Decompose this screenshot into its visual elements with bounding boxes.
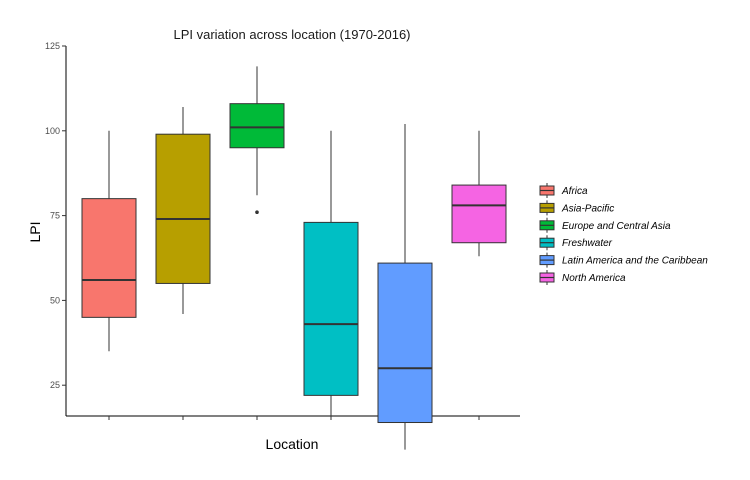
legend-item: Latin America and the Caribbean — [539, 252, 708, 268]
legend: Africa Asia-Pacific Europe and Central Asi… — [539, 183, 708, 285]
x-axis-title: Location — [266, 436, 319, 452]
box-iqr — [451, 184, 507, 244]
legend-label: Europe and Central Asia — [562, 221, 671, 232]
legend-item: Africa — [539, 183, 588, 198]
legend-label: Asia-Pacific — [561, 203, 614, 214]
box-freshwater — [303, 130, 359, 420]
chart-title: LPI variation across location (1970-2016… — [173, 27, 410, 42]
legend-label: Africa — [561, 186, 588, 197]
y-tick-label: 100 — [45, 126, 60, 136]
y-axis-title: LPI — [27, 221, 43, 242]
outlier-point — [255, 210, 259, 215]
y-tick-label: 75 — [50, 211, 60, 221]
box-africa — [81, 130, 137, 352]
box-latin-america-and-the-caribbean — [377, 124, 433, 450]
legend-item: Freshwater — [539, 235, 613, 251]
legend-item: Europe and Central Asia — [539, 217, 671, 233]
box-iqr — [81, 198, 137, 318]
legend-label: Freshwater — [562, 238, 613, 249]
boxes — [81, 66, 507, 450]
legend-item: North America — [539, 270, 626, 285]
box-europe-and-central-asia — [229, 66, 285, 215]
box-asia-pacific — [155, 107, 211, 314]
axes: 25 50 75 100 125 — [45, 41, 520, 420]
box-north-america — [451, 130, 507, 257]
legend-item: Asia-Pacific — [539, 200, 614, 216]
y-tick-label: 50 — [50, 295, 60, 305]
y-tick-label: 125 — [45, 41, 60, 51]
box-iqr — [155, 133, 211, 284]
box-iqr — [377, 262, 433, 424]
box-iqr — [303, 221, 359, 396]
legend-label: North America — [562, 273, 626, 284]
box-iqr — [229, 103, 285, 149]
y-tick-label: 25 — [50, 380, 60, 390]
legend-label: Latin America and the Caribbean — [562, 256, 708, 267]
